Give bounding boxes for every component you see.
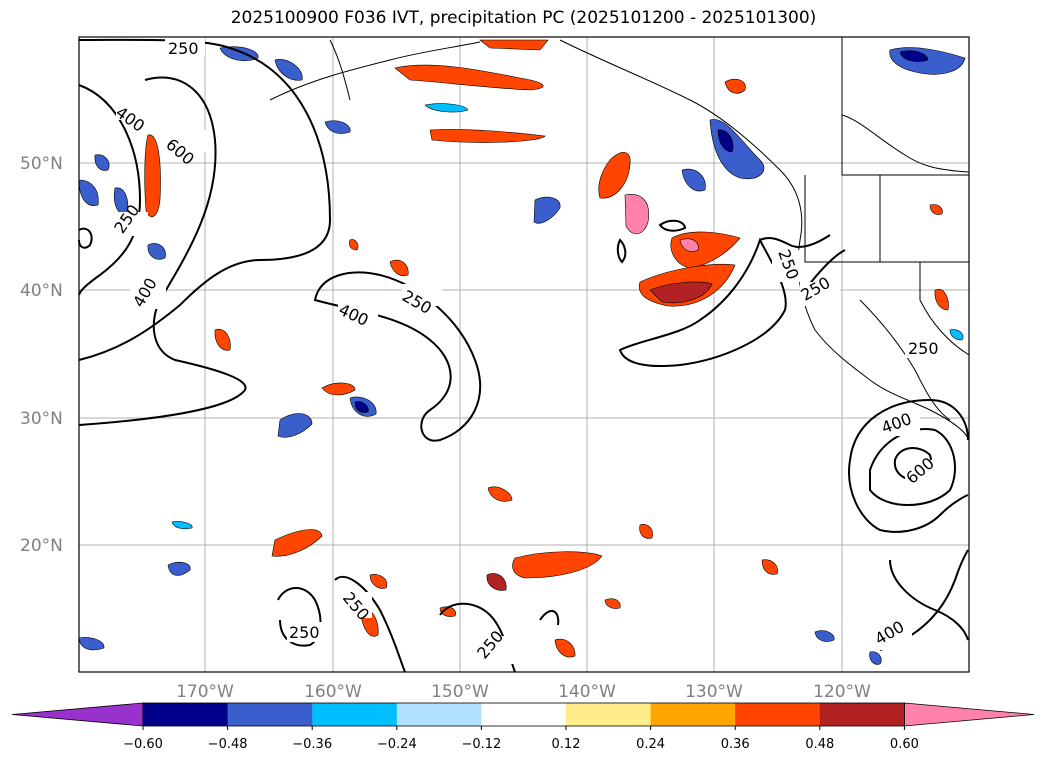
colorbar-segment bbox=[143, 703, 229, 726]
colorbar-segment bbox=[650, 703, 736, 726]
colorbar: −0.60 −0.48 −0.36 −0.24 −0.12 0.12 0.24 0.36 0.4… bbox=[11, 702, 1035, 752]
lat-label: 50°N bbox=[20, 154, 63, 174]
lat-label: 40°N bbox=[20, 281, 63, 301]
map-title: 2025100900 F036 IVT, precipitation PC (2… bbox=[230, 8, 817, 28]
colorbar-frame bbox=[142, 702, 905, 727]
colorbar-extend-left bbox=[11, 702, 144, 727]
contour-label: 250 bbox=[168, 39, 199, 58]
lat-label: 30°N bbox=[20, 409, 63, 429]
map-frame bbox=[78, 36, 970, 673]
colorbar-segment bbox=[735, 703, 821, 726]
contour-label: 250 bbox=[908, 339, 939, 358]
colorbar-tick-label: 0.48 bbox=[805, 737, 834, 752]
colorbar-extend-right bbox=[904, 702, 1035, 727]
colorbar-tick-label: −0.60 bbox=[123, 737, 163, 752]
colorbar-segment bbox=[819, 703, 905, 726]
colorbar-tick-label: −0.48 bbox=[208, 737, 248, 752]
lon-label: 120°W bbox=[813, 682, 871, 702]
colorbar-tick-label: −0.36 bbox=[292, 737, 332, 752]
latitude-labels: 50°N 40°N 30°N 20°N bbox=[20, 154, 63, 556]
colorbar-tick-label: 0.24 bbox=[636, 737, 665, 752]
precip-negative bbox=[78, 46, 966, 665]
colorbar-tick-label: −0.24 bbox=[377, 737, 417, 752]
longitude-labels: 170°W 160°W 150°W 140°W 130°W 120°W bbox=[176, 682, 871, 702]
colorbar-tick-label: 0.12 bbox=[552, 737, 581, 752]
colorbar-segment bbox=[481, 703, 567, 726]
precip-positive bbox=[144, 39, 949, 658]
lon-label: 140°W bbox=[558, 682, 616, 702]
lon-label: 130°W bbox=[685, 682, 743, 702]
colorbar-segment bbox=[396, 703, 482, 726]
lon-label: 150°W bbox=[431, 682, 489, 702]
lon-label: 170°W bbox=[176, 682, 234, 702]
lon-label: 160°W bbox=[304, 682, 362, 702]
colorbar-segment bbox=[566, 703, 652, 726]
colorbar-tick-label: 0.60 bbox=[890, 737, 919, 752]
colorbar-segment bbox=[227, 703, 313, 726]
ivt-contours bbox=[78, 38, 969, 673]
colorbar-segment bbox=[312, 703, 398, 726]
lat-label: 20°N bbox=[20, 536, 63, 556]
colorbar-tick-label: 0.36 bbox=[721, 737, 750, 752]
colorbar-tick-label: −0.12 bbox=[461, 737, 501, 752]
contour-label: 250 bbox=[289, 623, 320, 642]
